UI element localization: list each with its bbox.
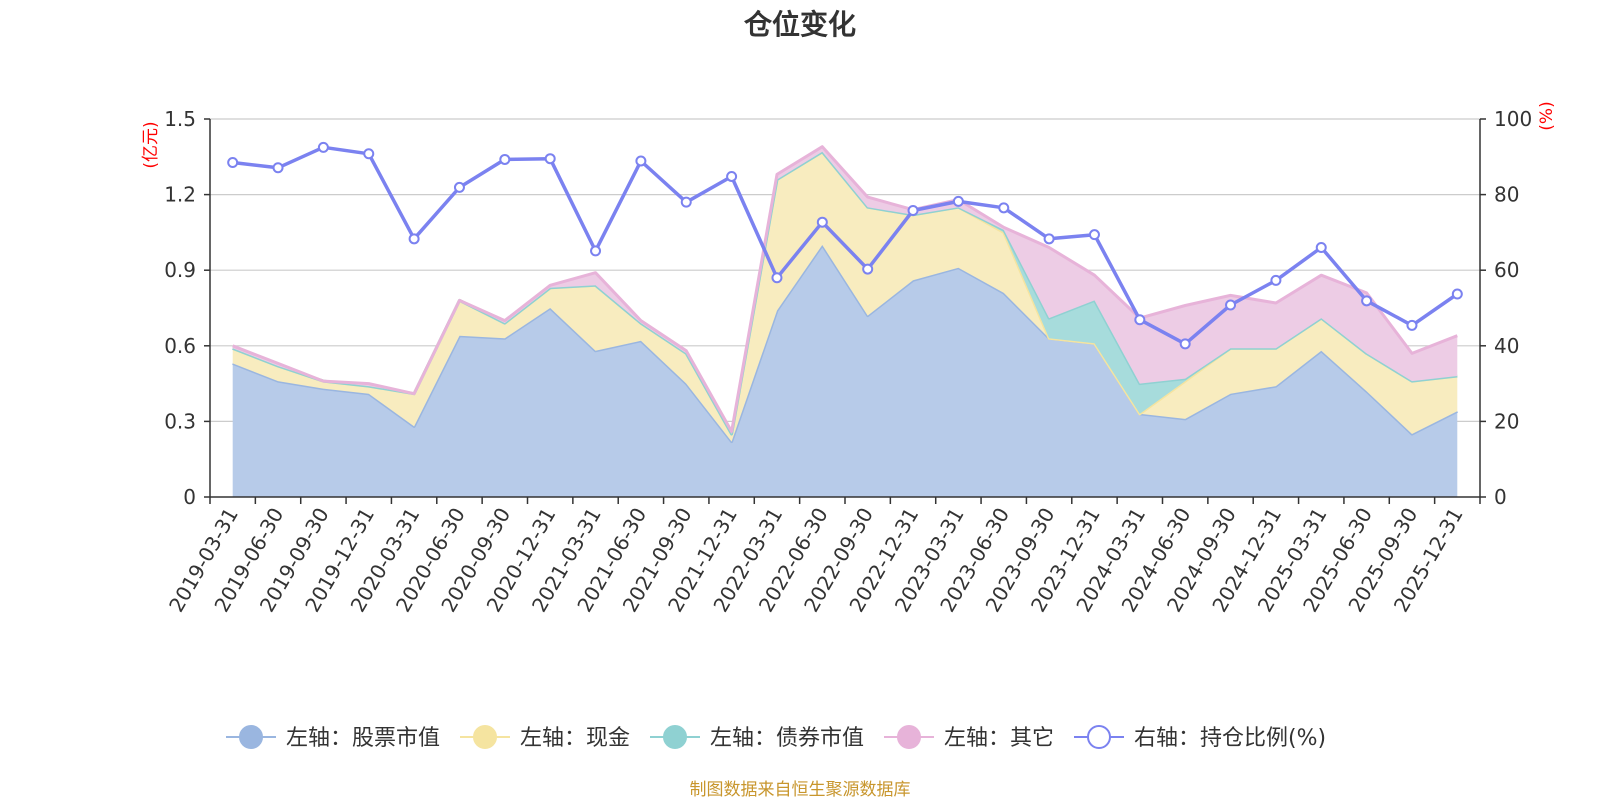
legend-label: 左轴：其它: [944, 726, 1054, 751]
ratio-point: [544, 153, 556, 165]
left-axis-unit: (亿元): [141, 121, 161, 168]
ratio-point: [1134, 314, 1146, 326]
area-左轴：现金: [232, 151, 1458, 442]
ratio-line: [227, 141, 1463, 350]
legend-label: 左轴：债券市值: [710, 726, 864, 751]
right-axis-tick-label: 40: [1494, 334, 1519, 358]
ratio-point: [1406, 319, 1418, 331]
ratio-point: [499, 153, 511, 165]
legend-label: 左轴：现金: [520, 726, 630, 751]
left-axis-tick-label: 1.5: [164, 107, 196, 131]
ratio-point: [952, 195, 964, 207]
legend-marker: [897, 725, 921, 749]
ratio-point: [1043, 233, 1055, 245]
ratio-point: [272, 162, 284, 174]
legend-marker: [1087, 725, 1111, 749]
right-axis-tick-label: 100: [1494, 107, 1532, 131]
ratio-point: [862, 263, 874, 275]
ratio-point: [998, 202, 1010, 214]
left-axis-tick-label: 0.3: [164, 409, 196, 433]
ratio-point: [408, 233, 420, 245]
chart-title: 仓位变化: [744, 8, 856, 41]
left-axis-tick-label: 0: [183, 485, 196, 509]
ratio-point: [680, 196, 692, 208]
ratio-point: [1315, 242, 1327, 254]
ratio-point: [1088, 229, 1100, 241]
ratio-point: [907, 204, 919, 216]
area-edge-左轴：其它: [232, 145, 1458, 433]
legend-marker: [239, 725, 263, 749]
legend: 左轴：股票市值 左轴：现金 左轴：债券市值 左轴：其它 右轴：持仓比例(%): [226, 725, 1326, 751]
left-axis-tick-label: 0.9: [164, 258, 196, 282]
right-axis-tick-label: 0: [1494, 485, 1507, 509]
ratio-point: [771, 272, 783, 284]
stacked-areas: [232, 145, 1458, 497]
ratio-point: [363, 148, 375, 160]
ratio-point: [1225, 299, 1237, 311]
source-note: 制图数据来自恒生聚源数据库: [690, 780, 911, 800]
right-axis-tick-label: 20: [1494, 409, 1519, 433]
left-axis-tick-label: 0.6: [164, 334, 196, 358]
ratio-point: [1270, 274, 1282, 286]
ratio-point: [453, 181, 465, 193]
ratio-point: [1179, 338, 1191, 350]
right-axis-unit: (%): [1537, 101, 1557, 130]
legend-label: 右轴：持仓比例(%): [1134, 726, 1326, 751]
ratio-point: [635, 155, 647, 167]
ratio-point: [1451, 288, 1463, 300]
ratio-point: [317, 141, 329, 153]
legend-label: 左轴：股票市值: [286, 726, 440, 751]
ratio-point: [227, 156, 239, 168]
area-左轴：股票市值: [232, 245, 1458, 497]
ratio-point: [1361, 295, 1373, 307]
right-axis-tick-label: 60: [1494, 258, 1519, 282]
left-axis-tick-label: 1.2: [164, 183, 196, 207]
right-axis-tick-label: 80: [1494, 183, 1519, 207]
legend-marker: [663, 725, 687, 749]
ratio-point: [726, 170, 738, 182]
ratio-point: [816, 216, 828, 228]
ratio-point: [590, 245, 602, 257]
legend-marker: [473, 725, 497, 749]
area-左轴：其它: [232, 146, 1458, 434]
ratio-line-path: [232, 145, 1459, 346]
